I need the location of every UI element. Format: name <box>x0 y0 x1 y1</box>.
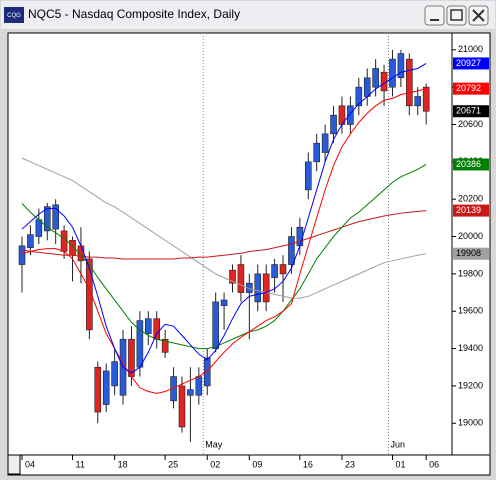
x-tick-label: 18 <box>118 459 128 469</box>
candle-body <box>18 245 26 265</box>
moving-average-line <box>21 63 427 374</box>
candle-body <box>43 206 51 232</box>
plot-area <box>7 32 453 456</box>
candle-body <box>153 318 161 340</box>
candle-body <box>389 58 396 88</box>
candle-body <box>313 142 321 163</box>
candle-body <box>288 236 295 265</box>
candle-body <box>161 338 169 353</box>
y-tick-label: 19600 <box>458 306 483 316</box>
y-tick-label: 20200 <box>458 194 483 204</box>
candle-body <box>355 86 363 107</box>
price-label-box <box>453 247 489 260</box>
candle-body <box>296 226 304 247</box>
month-label: Jun <box>390 439 405 449</box>
candle-body <box>254 273 262 303</box>
price-label: 20927 <box>456 58 481 68</box>
candle-body <box>60 230 68 252</box>
candle-body <box>321 133 329 153</box>
candle-body <box>178 385 186 428</box>
candle-body <box>414 96 422 107</box>
candle-body <box>304 161 312 191</box>
candle-body <box>195 376 203 396</box>
maximize-button[interactable] <box>446 5 467 26</box>
candle-body <box>262 273 270 303</box>
x-tick-label: 09 <box>252 459 262 469</box>
price-label: 20792 <box>456 83 481 93</box>
price-label-box <box>453 158 489 171</box>
candle-body <box>27 234 34 249</box>
price-axis <box>451 32 491 456</box>
candle-body <box>330 114 337 135</box>
title-bar <box>1 1 495 29</box>
price-label: 20139 <box>456 205 481 215</box>
x-tick-label: 04 <box>25 459 35 469</box>
candle-body <box>203 357 211 387</box>
price-label: 19908 <box>456 248 481 258</box>
candle-body <box>279 264 287 275</box>
price-label-box <box>453 82 489 95</box>
app-icon <box>4 7 24 23</box>
candle-body <box>422 86 430 112</box>
app-icon-text: CQG <box>7 13 21 19</box>
candle-body <box>94 366 102 413</box>
candle-body <box>237 264 245 293</box>
y-tick-label: 20000 <box>458 231 483 241</box>
close-icon <box>472 9 485 22</box>
x-tick-label: 11 <box>76 459 85 469</box>
y-tick-label: 21000 <box>458 44 483 54</box>
candle-body <box>111 361 118 387</box>
candle-body <box>229 269 236 284</box>
x-tick-label: 16 <box>303 459 313 469</box>
y-tick-label: 19400 <box>458 343 483 353</box>
x-tick-label: 02 <box>210 459 220 469</box>
candle-body <box>212 301 219 349</box>
moving-average-line <box>21 210 427 260</box>
candle-body <box>145 318 152 334</box>
y-tick-label: 19000 <box>458 418 483 428</box>
candle-body <box>347 105 354 125</box>
y-tick-label: 19800 <box>458 268 483 278</box>
window-buttons <box>424 5 489 26</box>
candle-body <box>363 77 371 97</box>
candle-body <box>52 204 59 230</box>
y-tick-label: 19200 <box>458 380 483 390</box>
x-tick-label: 23 <box>345 459 355 469</box>
candle-body <box>220 299 228 306</box>
moving-average-line <box>21 164 427 350</box>
candle-body <box>397 53 405 79</box>
window-title: NQC5 - Nasdaq Composite Index, Daily <box>28 7 240 21</box>
price-label: 20386 <box>456 159 481 169</box>
candle-body <box>406 58 413 107</box>
moving-average-line <box>21 157 427 299</box>
scroll-box[interactable] <box>7 454 21 475</box>
price-label-box <box>453 105 489 118</box>
y-tick-label: 20600 <box>458 119 483 129</box>
candle-body <box>102 370 110 405</box>
candle-body <box>271 264 278 278</box>
x-tick-label: 25 <box>168 459 178 469</box>
price-label-box <box>453 57 489 70</box>
price-label-box <box>453 204 489 217</box>
candle-body <box>187 389 194 396</box>
moving-average-line <box>21 88 427 394</box>
candle-body <box>372 68 379 88</box>
minimize-button[interactable] <box>424 5 445 26</box>
month-label: May <box>205 439 223 449</box>
price-label: 20671 <box>456 106 481 116</box>
x-tick-label: 01 <box>395 459 405 469</box>
candle-body <box>86 258 93 331</box>
maximize-icon <box>450 9 463 21</box>
x-tick-label: 06 <box>429 459 439 469</box>
